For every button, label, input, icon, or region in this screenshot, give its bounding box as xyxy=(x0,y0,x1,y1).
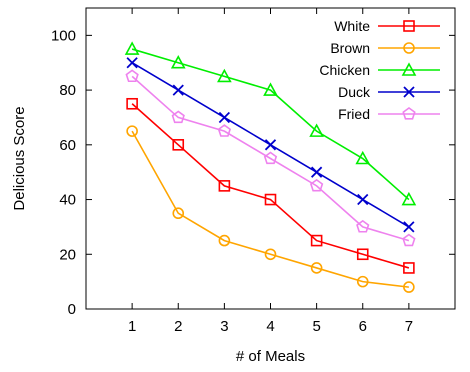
data-point-white xyxy=(356,248,369,261)
legend-marker-white xyxy=(403,20,415,32)
series-line-brown xyxy=(131,130,409,288)
legend-marker-fried xyxy=(402,107,416,120)
legend-label-fried: Fried xyxy=(338,106,370,122)
series-white xyxy=(126,97,415,274)
y-tick-label: 100 xyxy=(51,27,76,44)
data-point-chicken xyxy=(355,150,371,165)
data-point-chicken xyxy=(401,191,417,206)
data-point-duck xyxy=(172,84,184,96)
series-line-white xyxy=(131,103,410,269)
y-tick-label: 60 xyxy=(59,137,76,154)
legend-item-fried: Fried xyxy=(338,106,440,122)
data-point-fried xyxy=(263,151,278,165)
data-point-fried xyxy=(217,124,232,137)
legend-label-chicken: Chicken xyxy=(319,62,370,78)
data-point-duck xyxy=(264,139,277,151)
data-point-fried xyxy=(171,110,185,124)
series-line-chicken xyxy=(131,48,410,201)
series-chicken xyxy=(124,41,417,206)
x-marker-stroke xyxy=(310,166,323,178)
data-point-duck xyxy=(357,193,369,206)
legend-marker-chicken xyxy=(401,62,417,76)
x-tick-label: 7 xyxy=(405,318,413,335)
data-point-brown xyxy=(403,281,415,293)
series-brown xyxy=(126,125,415,293)
data-point-white xyxy=(264,193,277,206)
data-point-chicken xyxy=(217,68,232,83)
data-point-duck xyxy=(126,57,138,69)
x-tick-label: 4 xyxy=(266,318,274,335)
x-marker-stroke xyxy=(403,221,415,233)
y-tick-label: 80 xyxy=(59,82,76,99)
legend: White Brown Chicken Duck Fried xyxy=(319,18,440,122)
x-marker-stroke xyxy=(403,86,415,98)
axes: 1 2 3 4 5 6 7 0 20 40 60 80 100 xyxy=(51,7,456,335)
legend-marker-duck xyxy=(403,86,415,98)
y-axis-label: Delicious Score xyxy=(11,106,28,210)
legend-item-chicken: Chicken xyxy=(319,62,440,78)
data-point-fried xyxy=(125,69,139,83)
data-point-chicken xyxy=(124,41,140,55)
y-tick-label: 40 xyxy=(59,192,76,209)
x-tick-label: 6 xyxy=(359,318,367,335)
data-point-white xyxy=(310,234,323,247)
data-point-brown xyxy=(264,248,277,261)
data-point-brown xyxy=(310,262,323,274)
x-marker-stroke xyxy=(126,57,138,69)
legend-label-brown: Brown xyxy=(330,40,370,56)
series-line-fried xyxy=(131,75,410,242)
legend-marker-brown xyxy=(403,42,415,54)
legend-item-duck: Duck xyxy=(338,84,440,100)
y-tick-label: 0 xyxy=(68,301,76,318)
x-tick-label: 1 xyxy=(128,318,136,335)
data-point-white xyxy=(172,139,185,151)
x-tick-label: 5 xyxy=(312,318,320,335)
legend-item-white: White xyxy=(334,18,440,34)
data-point-white xyxy=(218,180,231,192)
x-tick-label: 3 xyxy=(220,318,228,335)
x-tick-label: 2 xyxy=(174,318,182,335)
y-tick-label: 20 xyxy=(59,246,76,263)
data-point-fried xyxy=(402,233,416,247)
data-point-fried xyxy=(356,219,370,233)
data-point-chicken xyxy=(263,82,278,96)
data-point-chicken xyxy=(170,55,186,69)
x-marker-stroke xyxy=(172,84,184,96)
legend-item-brown: Brown xyxy=(330,40,440,56)
legend-label-duck: Duck xyxy=(338,84,371,100)
data-point-brown xyxy=(356,275,369,288)
data-point-duck xyxy=(310,166,323,178)
data-point-brown xyxy=(126,125,138,137)
x-axis-label: # of Meals xyxy=(236,348,305,365)
legend-label-white: White xyxy=(334,18,370,34)
data-point-duck xyxy=(218,111,231,124)
data-point-white xyxy=(403,262,415,274)
data-point-brown xyxy=(218,234,231,247)
data-point-chicken xyxy=(309,123,324,137)
x-marker-stroke xyxy=(264,139,277,151)
data-point-white xyxy=(126,97,138,110)
data-point-brown xyxy=(172,207,185,220)
x-marker-stroke xyxy=(218,111,231,124)
data-point-fried xyxy=(309,178,324,192)
series-duck xyxy=(126,57,415,233)
x-marker-stroke xyxy=(357,193,369,206)
series-fried xyxy=(125,69,416,247)
data-point-duck xyxy=(403,221,415,233)
series-layer xyxy=(124,41,417,293)
